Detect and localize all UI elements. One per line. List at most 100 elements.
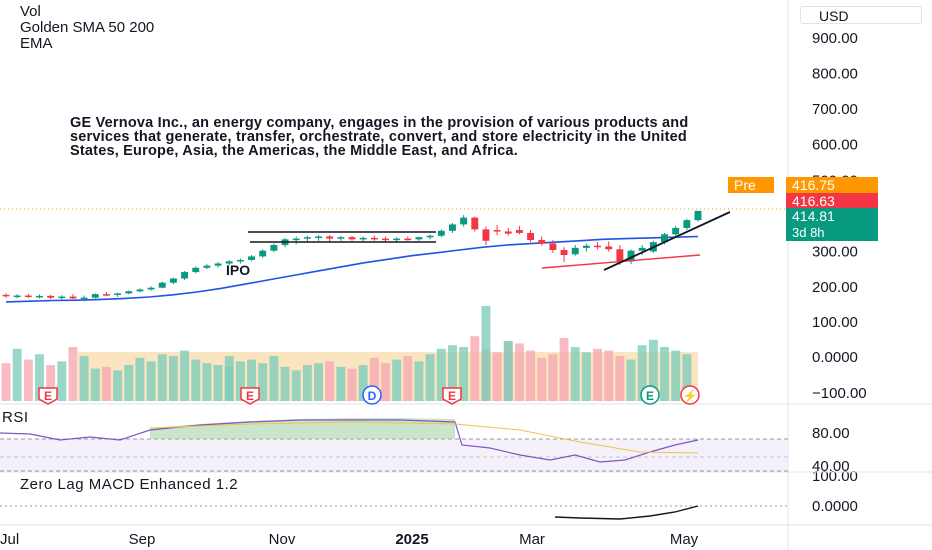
candle-body <box>605 246 613 250</box>
candle <box>2 293 10 298</box>
marker-shield <box>442 387 462 405</box>
candle-body <box>504 231 512 234</box>
candle <box>47 294 55 300</box>
volume-tick-label: 100.00 <box>812 314 858 331</box>
candle-body <box>203 265 211 268</box>
candle <box>80 295 88 302</box>
volume-bar <box>191 359 201 401</box>
candle-body <box>370 237 378 240</box>
candle <box>426 234 434 240</box>
time-tick-label: Jul <box>0 531 19 548</box>
volume-bar <box>35 354 44 401</box>
candle-body <box>181 272 189 279</box>
marker-letter: E <box>44 389 52 403</box>
candle <box>236 258 244 264</box>
volume-bar <box>79 356 89 401</box>
candle <box>203 264 211 270</box>
volume-bar <box>224 356 234 401</box>
candle <box>102 291 110 297</box>
candle-body <box>616 249 624 262</box>
candle <box>448 222 456 233</box>
candle-body <box>158 282 166 288</box>
candle <box>91 293 99 299</box>
candle-body <box>538 240 546 244</box>
candle-body <box>661 234 668 243</box>
price-tick-label: 900.00 <box>812 30 858 47</box>
volume-bar <box>514 343 524 401</box>
candle-body <box>214 263 222 266</box>
candle-body <box>125 291 133 294</box>
volume-bar <box>146 361 156 401</box>
uptrend-line <box>603 211 731 271</box>
candle-body <box>80 297 88 300</box>
candle-body <box>382 238 389 241</box>
candle <box>382 236 389 242</box>
volume-bar <box>269 356 279 401</box>
price-tick-label: 300.00 <box>812 243 858 260</box>
rsi-ma-line <box>149 421 699 454</box>
legend-vol: Vol <box>20 3 41 20</box>
candle <box>437 229 445 238</box>
candle <box>259 249 267 258</box>
candle <box>404 236 412 241</box>
candle-body <box>114 293 122 295</box>
candle-body <box>560 250 568 255</box>
time-tick-label: Mar <box>519 531 545 548</box>
marker-letter: E <box>246 389 254 403</box>
last-price: 416.63 <box>786 193 878 209</box>
sma-line <box>5 235 699 303</box>
candle-body <box>415 237 423 240</box>
candle <box>694 210 702 222</box>
candle-body <box>192 267 200 273</box>
candle <box>214 262 222 268</box>
currency-selector[interactable]: USD <box>800 6 922 24</box>
marker-circle <box>362 385 382 405</box>
candle <box>181 270 189 280</box>
legend-sma: Golden SMA 50 200 <box>20 19 155 36</box>
candle <box>315 235 322 241</box>
candle-body <box>2 294 10 297</box>
volume-bar <box>682 354 692 401</box>
marker-letter: E <box>646 389 654 403</box>
volume-bar <box>302 365 312 401</box>
volume-bar <box>526 350 536 401</box>
candle <box>225 259 233 265</box>
candle <box>58 295 66 300</box>
candle-body <box>69 296 77 299</box>
rsi-title: RSI <box>2 409 29 426</box>
candle <box>248 254 256 262</box>
volume-tick-label: −100.00 <box>812 385 867 402</box>
volume-bar <box>90 368 100 401</box>
candle <box>192 266 200 274</box>
candle-body <box>471 217 479 230</box>
candle <box>683 218 691 231</box>
volume-bar <box>168 356 178 401</box>
volume-bar <box>157 354 167 401</box>
marker-circle <box>640 385 660 405</box>
volume-bar <box>57 361 67 401</box>
candle-body <box>404 238 412 241</box>
candle-body <box>248 256 256 260</box>
volume-bar <box>358 365 368 401</box>
company-description: GE Vernova Inc., an energy company, enga… <box>70 115 689 159</box>
candle <box>326 235 334 242</box>
candle-body <box>437 230 445 236</box>
candle-body <box>582 245 590 248</box>
candle <box>560 247 568 263</box>
volume-bar <box>615 356 625 401</box>
candle-body <box>571 247 579 255</box>
marker-letter: D <box>368 389 377 403</box>
volume-bar <box>425 354 435 401</box>
volume-bar <box>604 350 614 401</box>
volume-bar <box>247 359 257 401</box>
candle <box>169 277 177 285</box>
volume-bar <box>369 357 379 401</box>
candle-body <box>683 220 691 228</box>
volume-bar <box>135 357 145 401</box>
candle <box>292 236 300 245</box>
candle-body <box>102 294 110 296</box>
volume-bar <box>347 368 357 401</box>
volume-bar <box>68 347 78 401</box>
candle <box>594 242 602 250</box>
